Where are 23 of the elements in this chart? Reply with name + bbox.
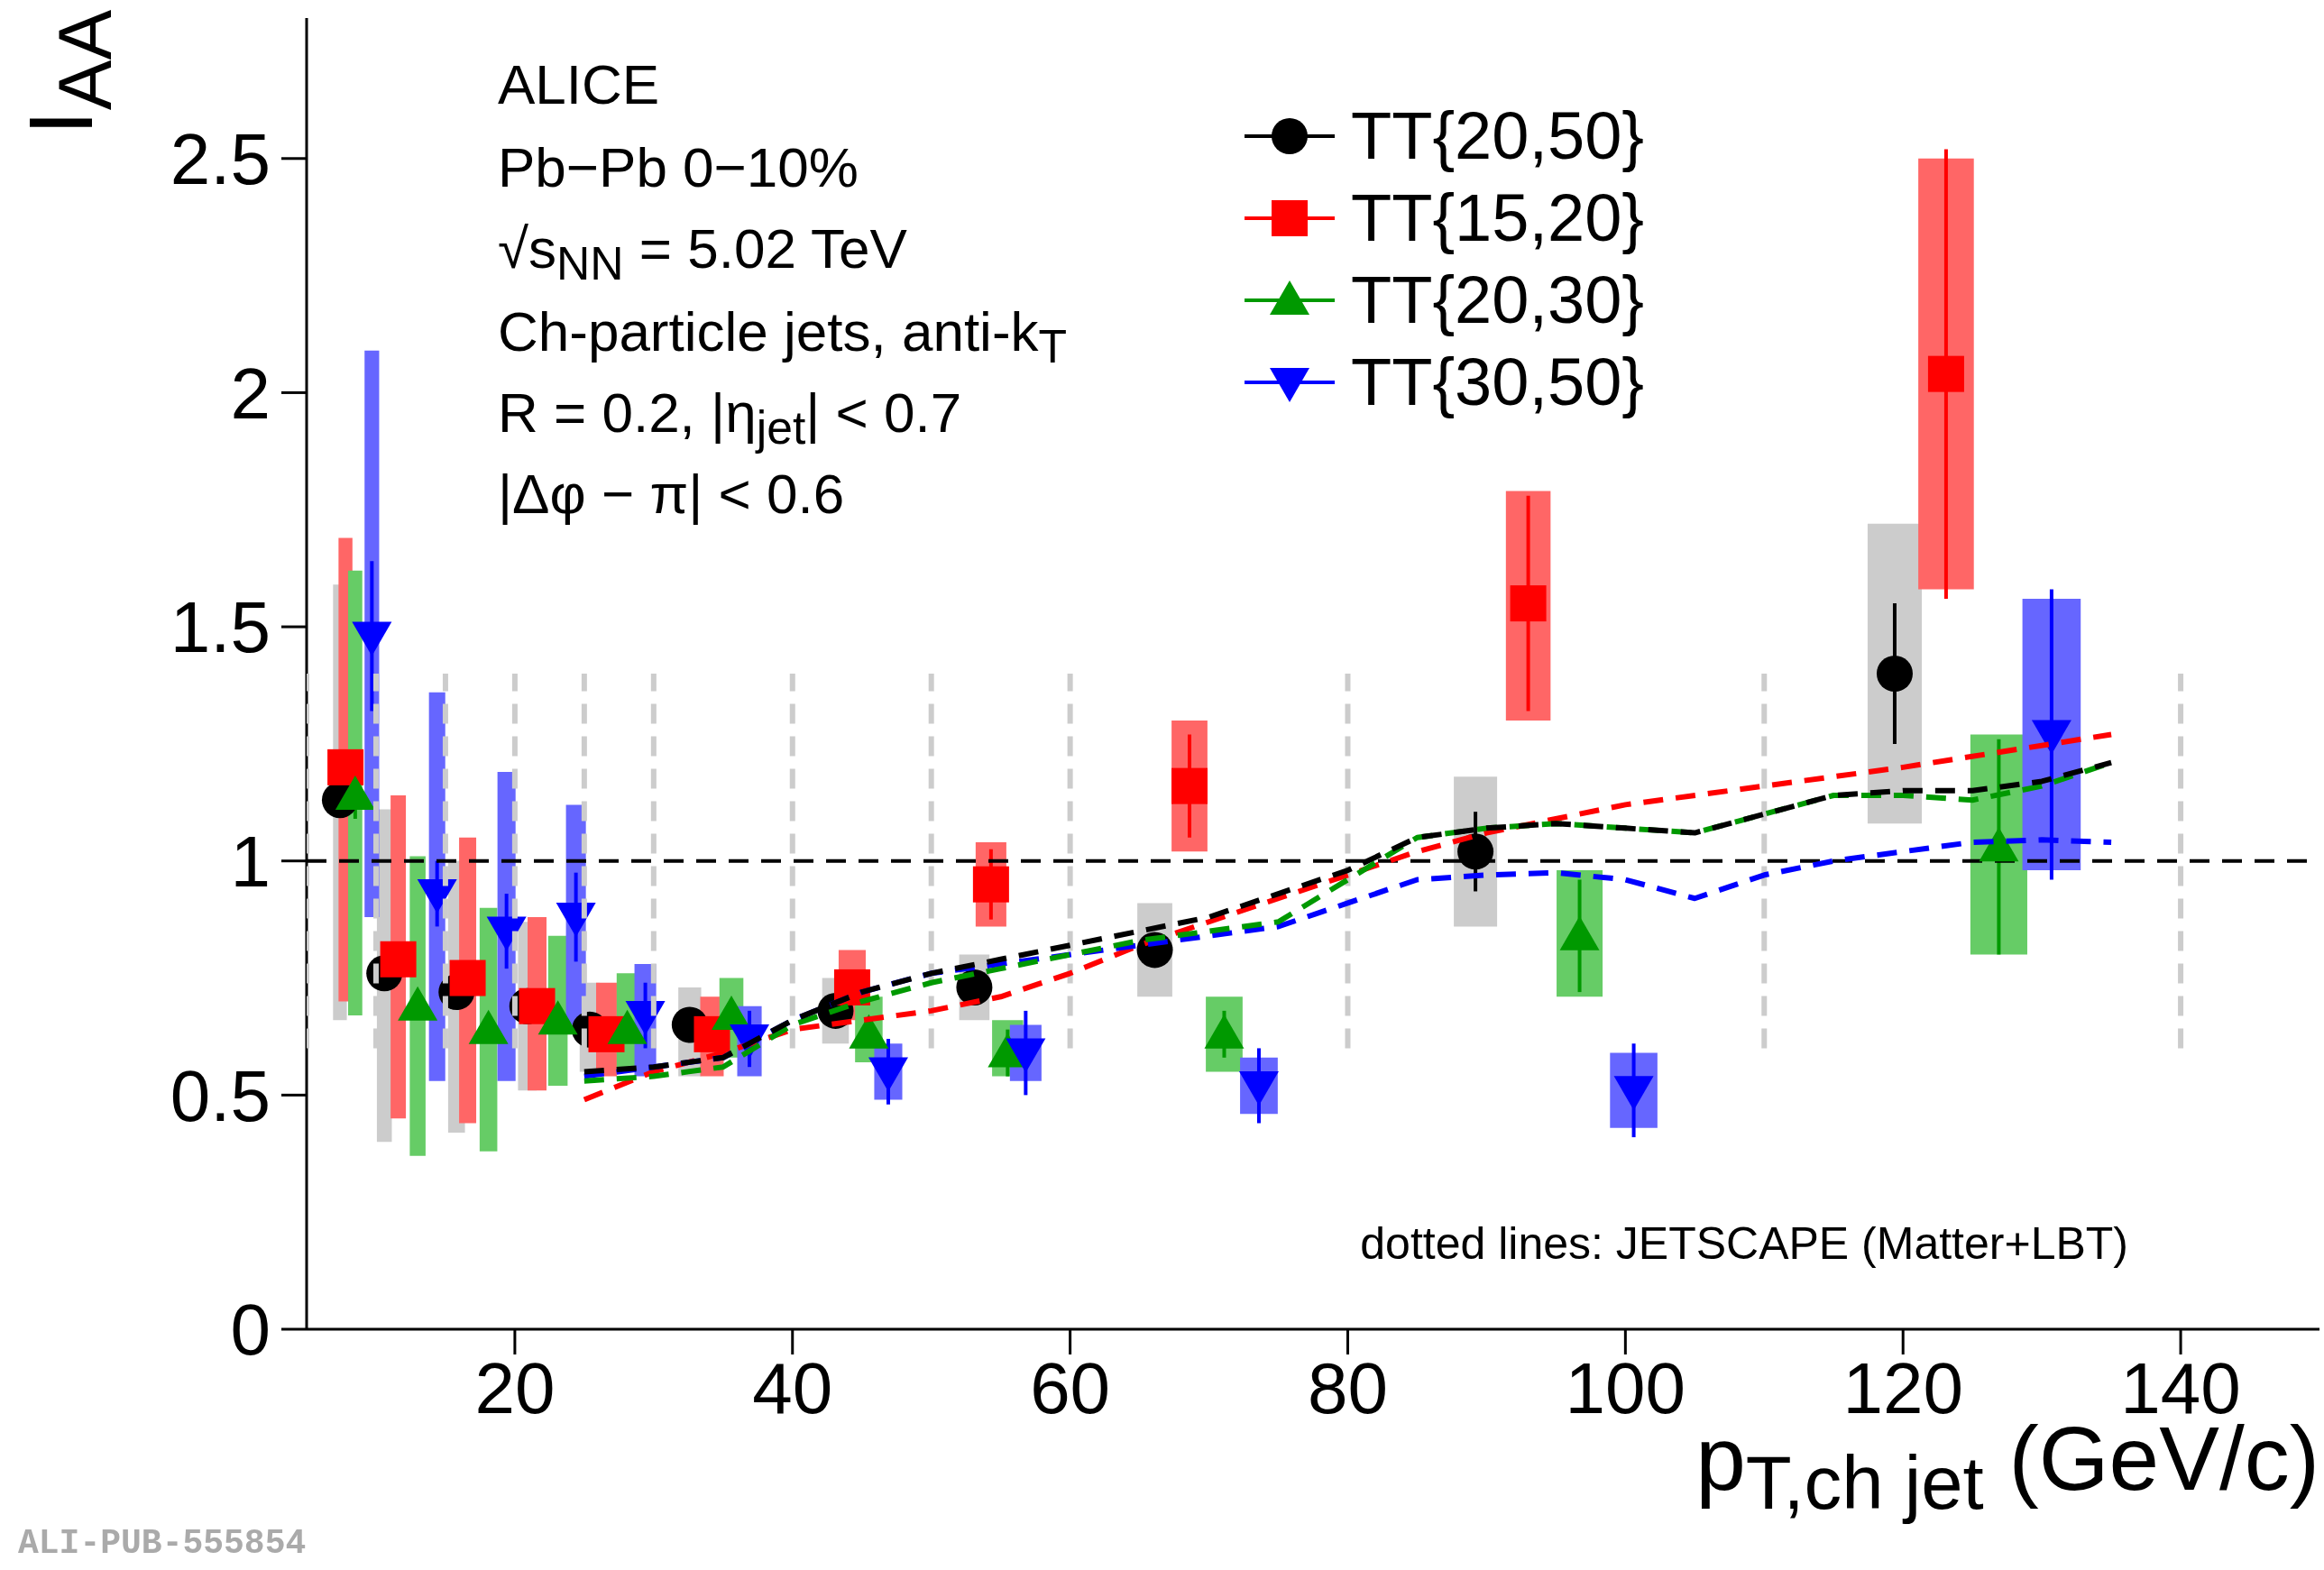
- annotation: Ch-particle jets, anti-k$_{T}$: [498, 299, 1068, 374]
- legend-label: TT{20,50}: [1351, 97, 1645, 174]
- y-tick-label: 0: [230, 1290, 271, 1371]
- legend-label: TT{20,30}: [1351, 262, 1645, 338]
- y-tick-label: 1.5: [170, 587, 271, 668]
- legend-label: TT{30,50}: [1351, 344, 1645, 420]
- annotation: R = 0.2, |η$_{jet}$| < 0.7: [498, 381, 962, 455]
- y-tick-label: 2: [230, 353, 271, 434]
- annotation: ALICE: [498, 52, 660, 116]
- x-tick-label: 80: [1307, 1347, 1388, 1428]
- x-tick-label: 40: [752, 1347, 833, 1428]
- y-tick-label: 0.5: [170, 1055, 271, 1136]
- x-tick-label: 20: [474, 1347, 556, 1428]
- y-tick-label: 2.5: [170, 119, 271, 200]
- legend-label: TT{15,20}: [1351, 179, 1645, 256]
- y-tick-label: 1: [230, 822, 271, 903]
- annotation: Pb−Pb 0−10%: [498, 135, 859, 199]
- annotation: dotted lines: JETSCAPE (Matter+LBT): [1360, 1217, 2128, 1270]
- text: ALI-PUB-555854: [18, 1524, 307, 1563]
- annotation: √s$_{NN}$ = 5.02 TeV: [498, 216, 907, 291]
- x-tick-label: 60: [1030, 1347, 1111, 1428]
- annotation: |Δφ − π| < 0.6: [498, 462, 845, 526]
- x-tick-label: 100: [1565, 1347, 1686, 1428]
